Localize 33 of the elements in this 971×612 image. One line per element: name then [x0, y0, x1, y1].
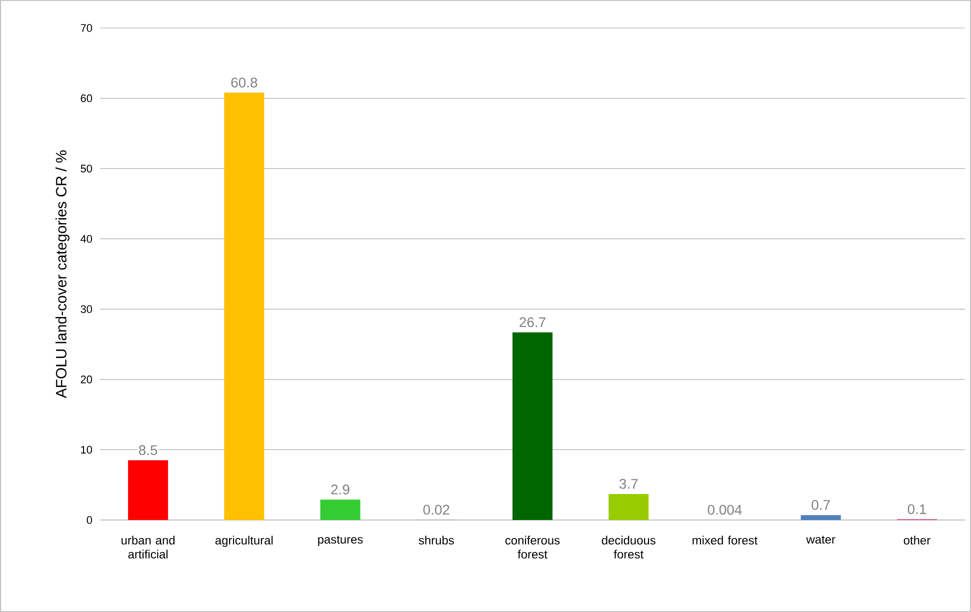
data-label: 0.02	[423, 504, 450, 515]
y-tick-label: 50	[80, 164, 92, 172]
y-axis-title: AFOLU land-cover categories CR / %	[56, 150, 70, 398]
bar	[320, 500, 360, 520]
x-tick-label: pastures	[318, 536, 363, 546]
x-tick-label: mixed forest	[692, 536, 758, 545]
x-tick-label: agricultural	[215, 536, 273, 547]
bar	[224, 92, 264, 520]
y-tick-label: 40	[80, 234, 92, 243]
x-tick-label: water	[806, 536, 836, 544]
bar	[800, 515, 841, 520]
bar	[608, 494, 649, 520]
data-label: 26.7	[520, 317, 546, 328]
y-tick-label: 0	[86, 516, 92, 524]
data-label: 0.004	[708, 504, 742, 515]
x-tick-label: other	[904, 536, 930, 545]
data-label: 0.1	[908, 504, 926, 514]
bar	[512, 332, 553, 520]
data-label: 60.8	[231, 78, 258, 88]
y-tick-label: 60	[80, 94, 92, 102]
y-tick-label: 10	[81, 446, 92, 454]
data-label: 2.9	[331, 484, 350, 494]
x-tick-label: urban and artificial	[122, 536, 175, 558]
data-label: 3.7	[619, 478, 638, 489]
data-label: 0.7	[812, 500, 830, 510]
y-tick-label: 20	[80, 376, 92, 384]
x-tick-label: shrubs	[418, 536, 454, 545]
x-tick-label: coniferous forest	[505, 536, 560, 558]
y-tick-label: 70	[80, 24, 92, 32]
x-tick-label: deciduous forest	[602, 536, 656, 558]
data-label: 8.5	[138, 445, 158, 456]
y-tick-label: 30	[80, 305, 92, 314]
bar	[128, 460, 168, 520]
